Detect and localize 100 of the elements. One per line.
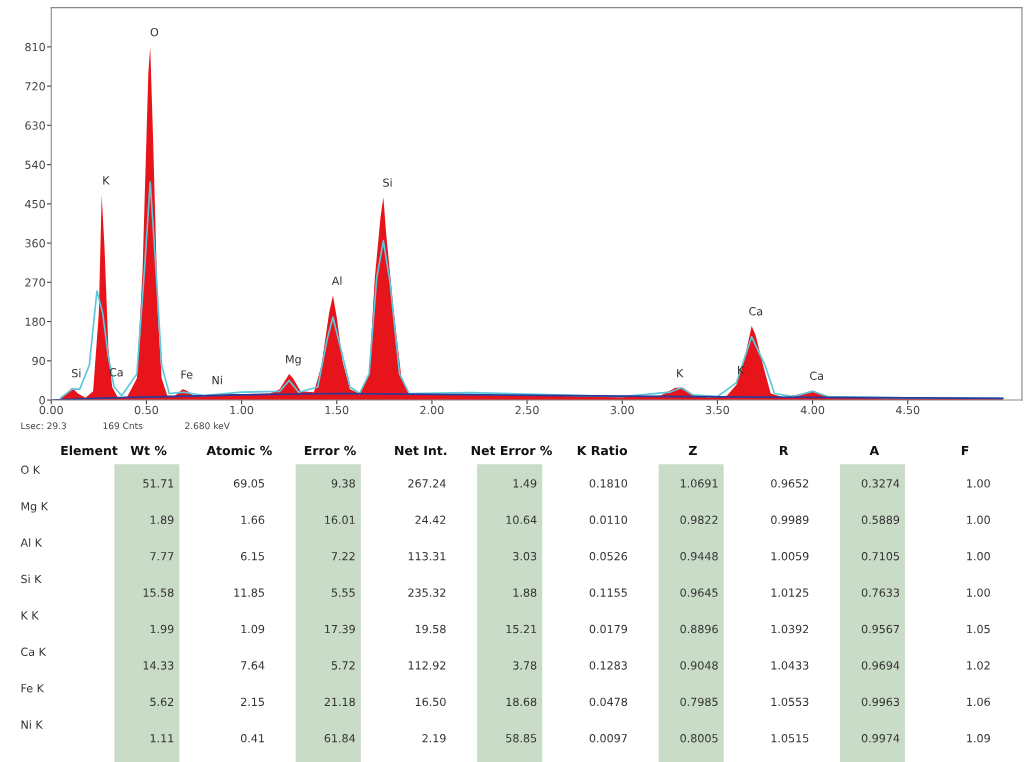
annotation: Mg: [286, 355, 301, 366]
text: 0.7105: [861, 552, 899, 561]
x-tick-label: 3.50: [705, 405, 730, 415]
category-label: A: [869, 445, 880, 456]
text: 0.8896: [680, 624, 718, 634]
text: 1.02: [967, 661, 990, 670]
text: 18.68: [506, 697, 537, 707]
category-label: K K: [21, 611, 39, 620]
y-tick-label: 90: [32, 356, 45, 366]
text: 1.09: [967, 734, 990, 743]
text: 0.0179: [589, 624, 628, 634]
text: 1.06: [967, 697, 990, 707]
category-label: Element: [61, 445, 118, 456]
text: 0.0478: [589, 697, 628, 707]
text: 7.77: [150, 552, 174, 561]
x-tick-label: 0.00: [39, 405, 63, 415]
text: 0.0110: [589, 515, 628, 525]
annotation: Si: [72, 368, 81, 378]
text: Lsec: 29.3: [21, 422, 67, 430]
y-tick-label: 360: [25, 239, 45, 248]
text: 0.9645: [680, 588, 718, 597]
text: 1.0691: [680, 479, 718, 488]
text: 5.62: [150, 697, 174, 707]
text: 19.58: [415, 624, 446, 634]
text: 0.0097: [589, 734, 627, 743]
text: 0.1810: [589, 479, 628, 488]
y-tick-label: 270: [25, 278, 45, 287]
text: 24.42: [415, 515, 446, 524]
text: 0.9963: [861, 697, 900, 707]
text: 1.05: [967, 624, 990, 634]
text: 15.21: [506, 624, 537, 634]
category-label: K Ratio: [577, 445, 628, 456]
text: 1.88: [513, 588, 537, 597]
text: 51.71: [143, 479, 174, 488]
text: 1.99: [150, 624, 174, 634]
text: 0.8005: [680, 734, 718, 743]
text: 16.01: [325, 515, 355, 525]
text: 17.39: [325, 624, 355, 634]
annotation: Fe: [181, 370, 193, 379]
text: 1.11: [150, 734, 174, 743]
annotation: Ni: [212, 375, 222, 385]
text: 69.05: [233, 479, 264, 488]
text: 0.7633: [861, 588, 900, 597]
text: 1.66: [241, 515, 265, 525]
category-label: Ca K: [21, 647, 47, 657]
text: 2.680 keV: [185, 422, 230, 430]
annotation: Si: [383, 178, 392, 187]
text: 2.15: [241, 697, 264, 707]
category-label: Si K: [21, 574, 42, 584]
category-label: Fe K: [21, 684, 45, 693]
text: 169 Cnts: [103, 422, 143, 430]
category-label: Ni K: [21, 720, 43, 729]
category-label: Wt %: [130, 445, 167, 456]
text: 0.9989: [771, 515, 809, 525]
text: 5.72: [331, 661, 355, 670]
category-label: Mg K: [21, 502, 49, 513]
x-tick-label: 4.00: [800, 405, 825, 415]
annotation: Ca: [810, 371, 824, 380]
text: 0.3274: [861, 479, 900, 488]
text: 0.0526: [589, 552, 628, 561]
text: 3.03: [513, 552, 537, 561]
text: 0.9567: [861, 624, 899, 634]
annotation: O: [150, 27, 159, 37]
text: 11.85: [234, 588, 264, 597]
text: 267.24: [408, 479, 446, 488]
text: 1.09: [241, 624, 265, 634]
annotation: K: [738, 366, 745, 375]
text: 235.32: [408, 588, 446, 597]
y-tick-label: 720: [25, 82, 45, 91]
text: 0.9448: [680, 552, 718, 561]
text: 15.58: [143, 588, 174, 597]
annotation: Ca: [749, 307, 763, 316]
annotation: Al: [331, 276, 342, 285]
text: 0.9974: [861, 734, 900, 743]
text: 2.19: [422, 734, 446, 743]
text: 16.50: [415, 697, 446, 707]
text: 1.0515: [771, 734, 809, 743]
text: 1.0433: [771, 661, 809, 670]
category-label: Atomic %: [206, 445, 272, 456]
text: 14.33: [143, 661, 174, 670]
text: 113.31: [408, 552, 446, 561]
y-tick-label: 180: [25, 317, 45, 326]
text: 1.00: [967, 479, 990, 488]
x-tick-label: 0.50: [134, 405, 159, 415]
category-label: Z: [688, 445, 697, 456]
text: 6.15: [241, 552, 264, 561]
text: 10.64: [506, 515, 537, 525]
annotation: K: [103, 176, 110, 185]
y-tick-label: 810: [25, 42, 45, 52]
text: 0.5889: [861, 515, 900, 525]
category-label: Net Int.: [395, 445, 447, 456]
category-label: O K: [21, 465, 41, 474]
y-tick-label: 630: [25, 121, 45, 130]
annotation: K: [677, 369, 684, 378]
text: 0.9652: [771, 479, 809, 488]
text: 0.9694: [861, 661, 900, 670]
text: 1.89: [150, 515, 174, 525]
text: 1.49: [513, 479, 537, 488]
y-tick-label: 0: [39, 396, 45, 405]
text: 0.1155: [589, 588, 627, 597]
